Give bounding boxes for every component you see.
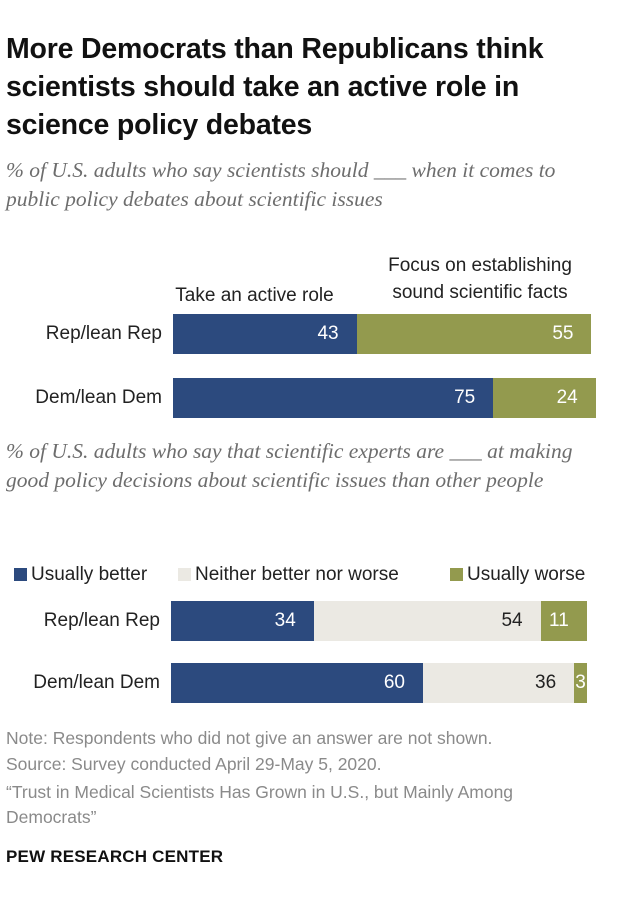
value-label-rep-neither: 54 [501,610,523,631]
report-title-text: “Trust in Medical Scientists Has Grown i… [6,782,514,827]
legend-swatch-usually-worse [450,568,463,581]
row-label-rep: Rep/lean Rep [43,610,160,631]
legend-label-usually-better: Usually better [31,564,148,585]
source-text: Source: Survey conducted April 29-May 5,… [6,754,382,774]
chart-title: More Democrats than Republicans think sc… [6,33,544,141]
chart1-subtitle: % of U.S. adults who say scientists shou… [6,158,556,211]
bar-dem-neither [423,663,575,703]
value-label-rep-usually-better: 34 [274,610,296,631]
chart2-subtitle: % of U.S. adults who say that scientific… [6,439,573,492]
legend-item-usually-better: Usually better [14,563,147,587]
row-label-dem: Dem/lean Dem [33,672,160,693]
bar-rep-usually-better [171,601,314,641]
note-text: Note: Respondents who did not give an an… [6,728,493,748]
legend-item-neither: Neither better nor worse [178,563,399,587]
value-label-rep-focus-on-facts: 55 [552,323,574,344]
header-take-active-role: Take an active role [175,285,334,306]
row-label-rep: Rep/lean Rep [45,323,162,344]
bar-dem-take-active-role [173,378,494,418]
bar-rep-take-active-role [173,314,357,354]
legend-label-neither: Neither better nor worse [195,564,399,585]
legend-label-usually-worse: Usually worse [467,564,586,585]
value-label-dem-usually-worse: 3 [575,672,586,693]
header-focus-on-facts: Focus on establishing sound scientific f… [388,255,572,303]
bar-dem-usually-better [171,663,423,703]
value-label-rep-take-active-role: 43 [317,323,339,344]
value-label-dem-usually-better: 60 [383,672,405,693]
bar-rep-focus-on-facts [356,314,592,354]
row-label-dem: Dem/lean Dem [35,387,162,408]
bar-rep-usually-worse [540,601,587,641]
value-label-dem-focus-on-facts: 24 [556,387,578,408]
legend-swatch-usually-better [14,568,27,581]
legend-swatch-neither [178,568,191,581]
value-label-rep-usually-worse: 11 [549,610,569,631]
pew-research-center-logo: PEW RESEARCH CENTER [6,847,224,866]
bar-dem-usually-worse [574,663,587,703]
value-label-dem-neither: 36 [535,672,557,693]
value-label-dem-take-active-role: 75 [454,387,476,408]
bar-rep-neither [313,601,541,641]
bar-dem-focus-on-facts [493,378,596,418]
legend-item-usually-worse: Usually worse [450,563,585,587]
